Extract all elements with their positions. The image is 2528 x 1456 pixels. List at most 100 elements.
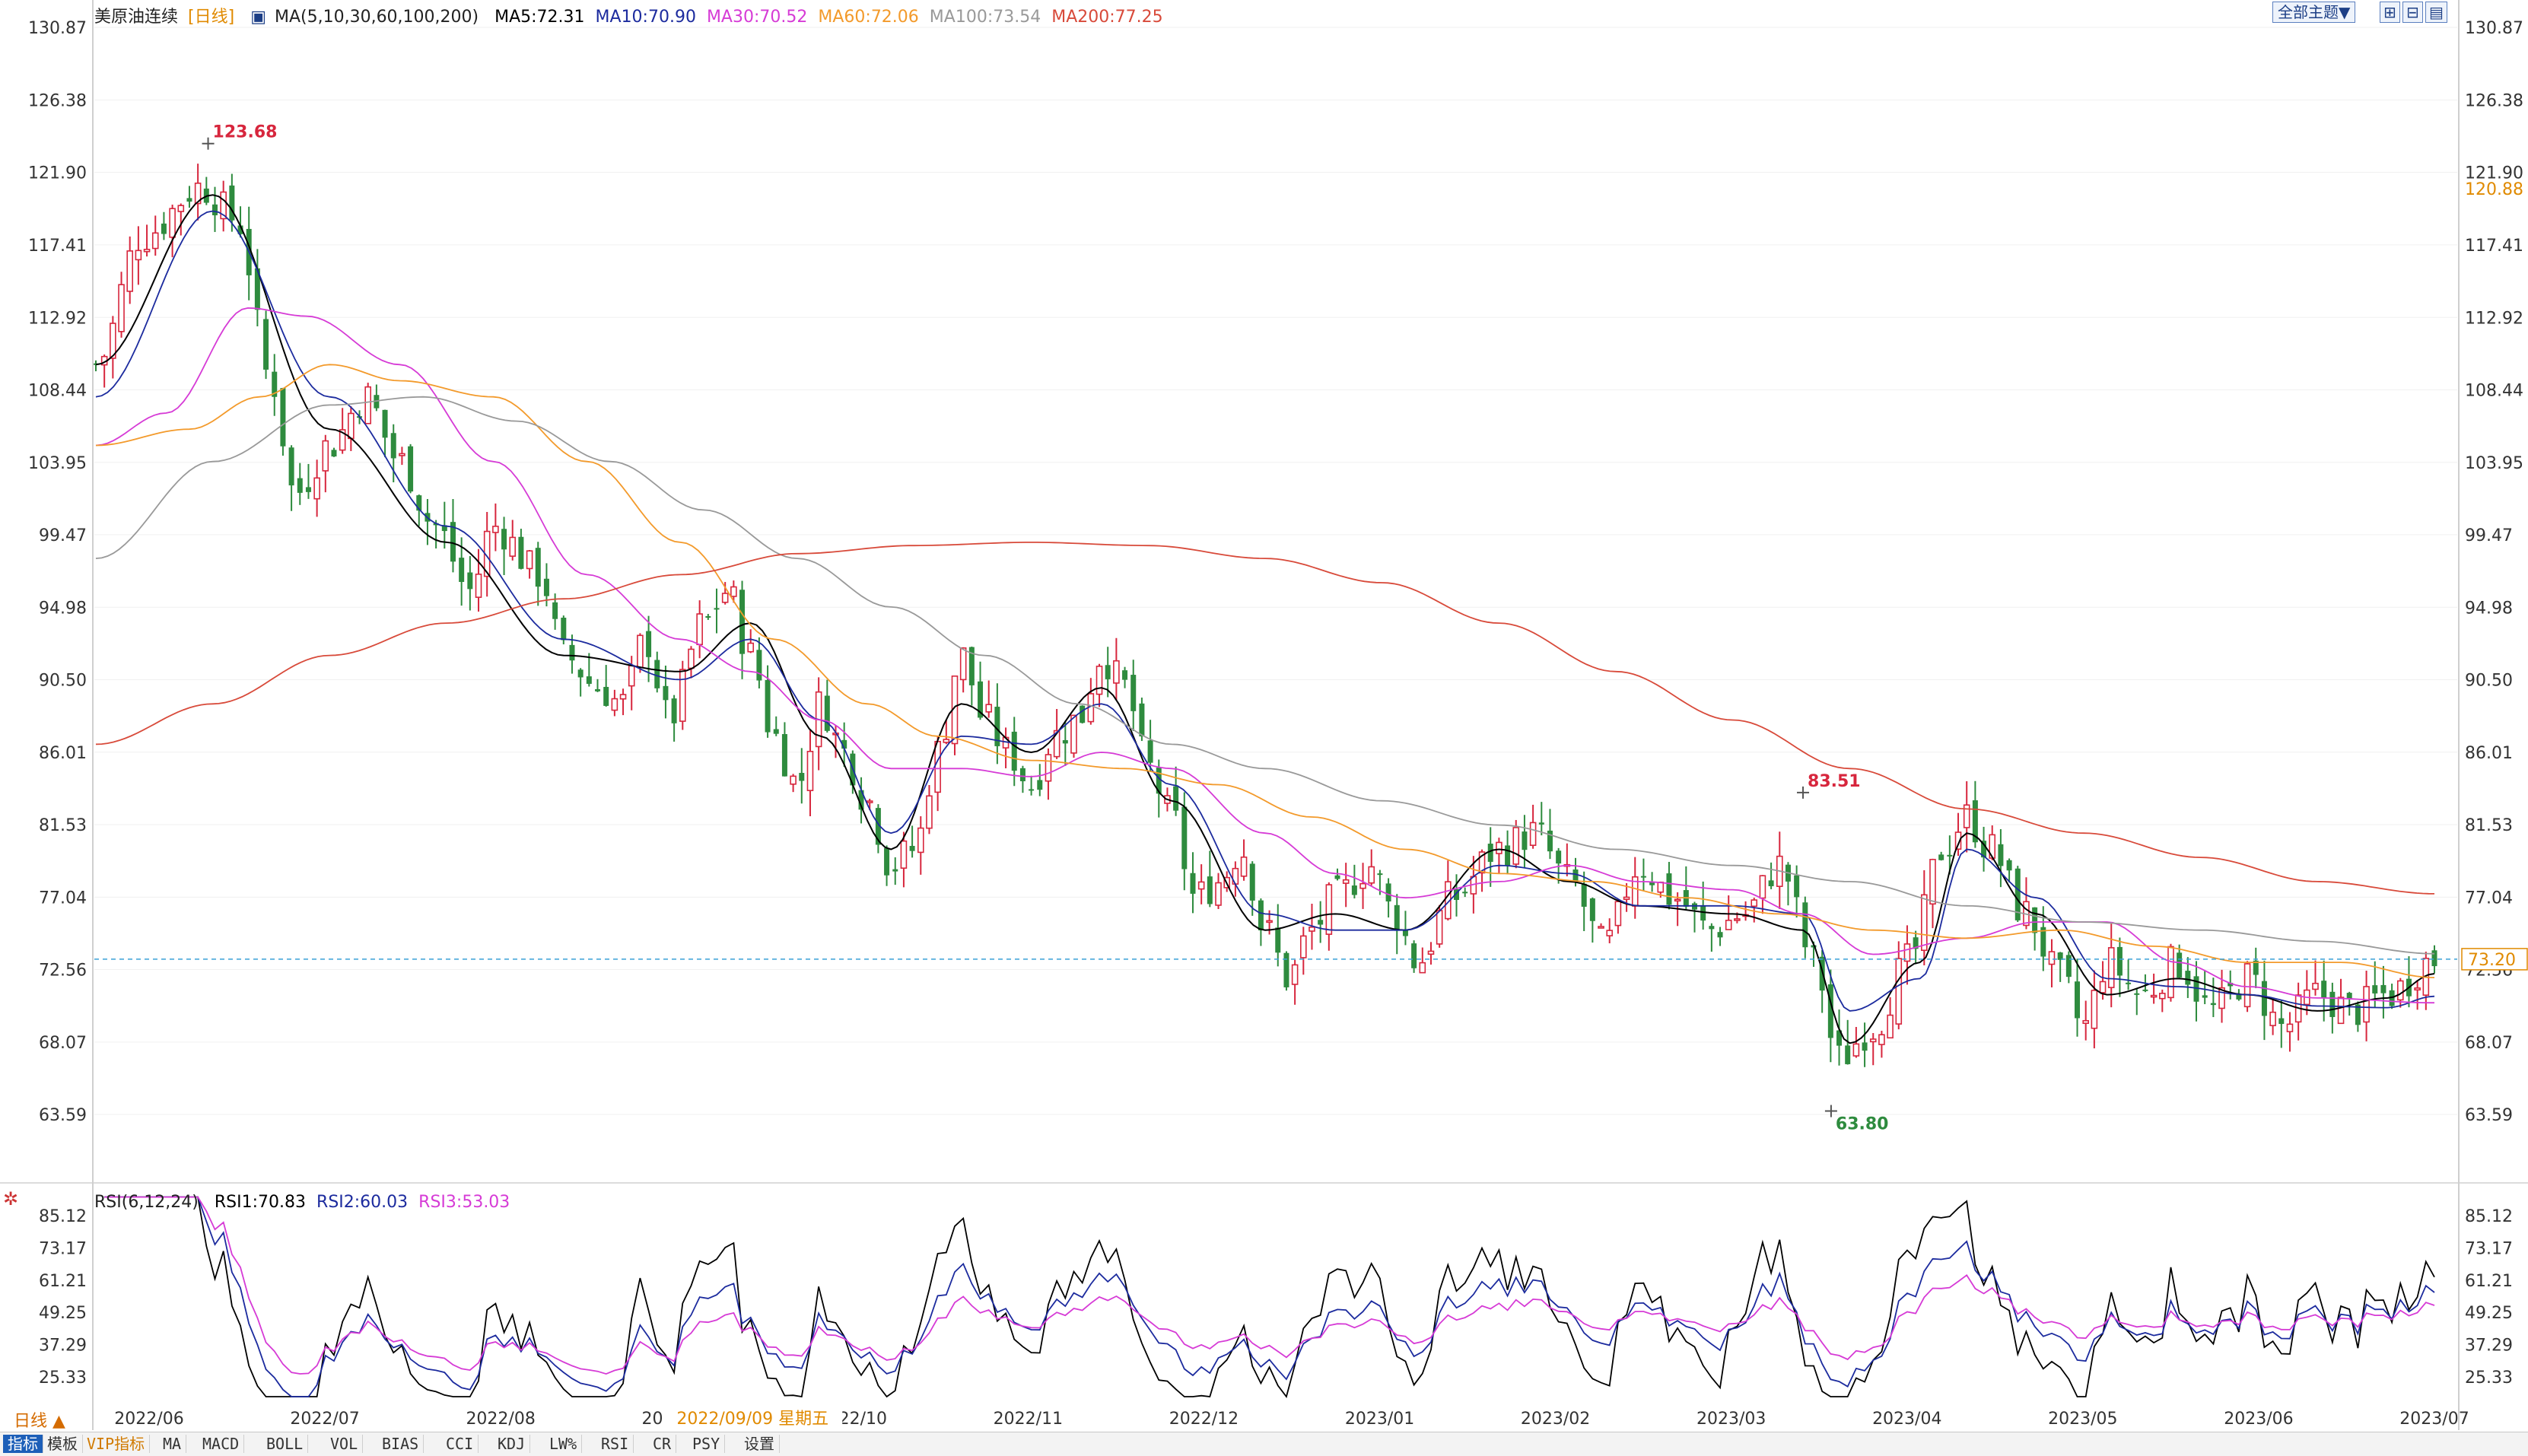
indicator-tab-6[interactable]: VOL bbox=[326, 1435, 364, 1453]
indicator-tab-12[interactable]: CR bbox=[648, 1435, 677, 1453]
theme-select-button[interactable]: 全部主题▼ bbox=[2272, 2, 2356, 23]
candle-body-up bbox=[2091, 990, 2098, 1029]
candle-body-up bbox=[2363, 986, 2370, 1023]
candle-body-up bbox=[1266, 920, 1273, 924]
candle-body-up bbox=[1053, 730, 1060, 758]
candle-body-down bbox=[646, 631, 652, 657]
candle-body-up bbox=[126, 250, 134, 292]
candle-body-up bbox=[926, 795, 933, 829]
candle-body-down bbox=[968, 647, 975, 685]
ma-highlight-tick: 120.88 bbox=[2465, 180, 2523, 199]
candle-body-down bbox=[1811, 945, 1817, 948]
last-price-box bbox=[2461, 948, 2528, 971]
candle-body-down bbox=[2057, 952, 2063, 960]
candle-body-down bbox=[1173, 786, 1179, 811]
candle-body-down bbox=[1862, 1042, 1868, 1051]
candle-body-down bbox=[331, 450, 337, 457]
indicator-tab-11[interactable]: RSI bbox=[596, 1435, 634, 1453]
candle-body-down bbox=[2075, 981, 2081, 1019]
indicator-tab-4[interactable]: MACD bbox=[198, 1435, 245, 1453]
price-tick-right: 121.90 bbox=[2465, 164, 2523, 183]
candle-body-down bbox=[799, 772, 805, 781]
candle-body-up bbox=[1929, 859, 1936, 905]
indicator-tab-1[interactable]: 模板 bbox=[43, 1435, 83, 1453]
candle-body-up bbox=[1529, 822, 1537, 846]
indicator-tab-10[interactable]: LW% bbox=[545, 1435, 583, 1453]
price-tick-left: 72.56 bbox=[39, 961, 87, 980]
period-label[interactable]: [日线] bbox=[188, 8, 235, 27]
ma-line-ma5 bbox=[95, 194, 2435, 1044]
rsi-settings-icon[interactable]: ✲ bbox=[3, 1188, 19, 1210]
candle-body-down bbox=[501, 529, 507, 550]
layout-icon-1[interactable]: ⊞ bbox=[2380, 2, 2400, 23]
candle-body-down bbox=[1029, 789, 1035, 791]
candle-body-down bbox=[824, 695, 830, 731]
candle-body-up bbox=[1954, 831, 1962, 850]
candle-body-up bbox=[1359, 882, 1366, 889]
indicator-tab-13[interactable]: PSY bbox=[688, 1435, 726, 1453]
price-tick-right: 81.53 bbox=[2465, 816, 2513, 835]
price-tick-right: 68.07 bbox=[2465, 1034, 2513, 1053]
time-tick: 2023/03 bbox=[1696, 1410, 1766, 1429]
candle-body-down bbox=[552, 602, 558, 619]
candle-body-down bbox=[1258, 900, 1264, 931]
price-tick-left: 63.59 bbox=[39, 1106, 87, 1125]
candle-body-down bbox=[654, 660, 660, 688]
candle-body-down bbox=[1411, 943, 1417, 968]
rsi-tick-right: 61.21 bbox=[2465, 1272, 2513, 1291]
candle-body-down bbox=[884, 847, 890, 876]
time-tick: 2023/02 bbox=[1521, 1410, 1590, 1429]
candle-body-down bbox=[1505, 845, 1511, 866]
candle-body-up bbox=[1309, 927, 1315, 932]
candle-body-up bbox=[900, 840, 908, 869]
candle-body-down bbox=[586, 676, 592, 684]
indicator-tab-3[interactable]: MA bbox=[158, 1435, 187, 1453]
candle-body-down bbox=[671, 698, 677, 723]
candle-body-down bbox=[2014, 868, 2021, 920]
indicator-tab-2[interactable]: VIP指标 bbox=[82, 1435, 151, 1453]
layout-icon-2[interactable]: ⊟ bbox=[2402, 2, 2423, 23]
candle-body-down bbox=[739, 590, 746, 654]
indicator-tab-7[interactable]: BIAS bbox=[377, 1435, 425, 1453]
candle-body-down bbox=[2177, 952, 2183, 978]
price-tick-left: 108.44 bbox=[28, 381, 87, 400]
candle-body-up bbox=[110, 323, 116, 359]
indicator-tab-0[interactable]: 指标 bbox=[3, 1435, 43, 1453]
ma-settings-icon[interactable]: ▣ bbox=[250, 8, 266, 27]
period-tag[interactable]: 日线 ▲ bbox=[14, 1412, 65, 1431]
candle-body-up bbox=[135, 250, 142, 261]
candle-body-down bbox=[263, 319, 269, 370]
candle-body-down bbox=[875, 808, 881, 845]
candle-body-down bbox=[1556, 850, 1562, 864]
price-tick-right: 94.98 bbox=[2465, 599, 2513, 618]
price-tick-right: 90.50 bbox=[2465, 671, 2513, 690]
candle-body-down bbox=[1794, 875, 1800, 898]
candle-body-up bbox=[1674, 898, 1681, 902]
price-tick-right: 108.44 bbox=[2465, 381, 2523, 400]
candle-body-up bbox=[1751, 899, 1758, 908]
ma-line-ma200 bbox=[95, 542, 2435, 895]
rsi-tick-right: 49.25 bbox=[2465, 1304, 2513, 1323]
indicator-tab-9[interactable]: KDJ bbox=[493, 1435, 531, 1453]
candle-body-down bbox=[2261, 981, 2267, 1016]
candle-body-up bbox=[619, 694, 627, 700]
candle-body-down bbox=[1802, 902, 1808, 948]
candle-body-down bbox=[561, 617, 567, 641]
candle-body-up bbox=[2082, 1019, 2089, 1024]
candle-body-up bbox=[526, 550, 533, 570]
candle-body-down bbox=[1938, 854, 1944, 860]
layout-icon-3[interactable]: ▤ bbox=[2425, 2, 2447, 23]
ma-value-0: MA5:72.31 bbox=[494, 8, 585, 27]
candle-body-down bbox=[909, 845, 915, 851]
rsi-value-2: RSI3:53.03 bbox=[418, 1193, 510, 1212]
candle-body-up bbox=[1921, 894, 1928, 952]
candle-body-up bbox=[2167, 946, 2174, 999]
candle-body-down bbox=[1547, 830, 1553, 852]
indicator-tab-5[interactable]: BOLL bbox=[262, 1435, 309, 1453]
indicator-tab-8[interactable]: CCI bbox=[441, 1435, 479, 1453]
indicator-tab-14[interactable]: 设置 bbox=[739, 1435, 780, 1453]
candle-body-down bbox=[705, 615, 711, 618]
price-axis-left: 130.87 126.38 121.90 117.41 112.92 108.44 103.… bbox=[28, 19, 87, 1388]
candle-body-up bbox=[2150, 994, 2158, 998]
